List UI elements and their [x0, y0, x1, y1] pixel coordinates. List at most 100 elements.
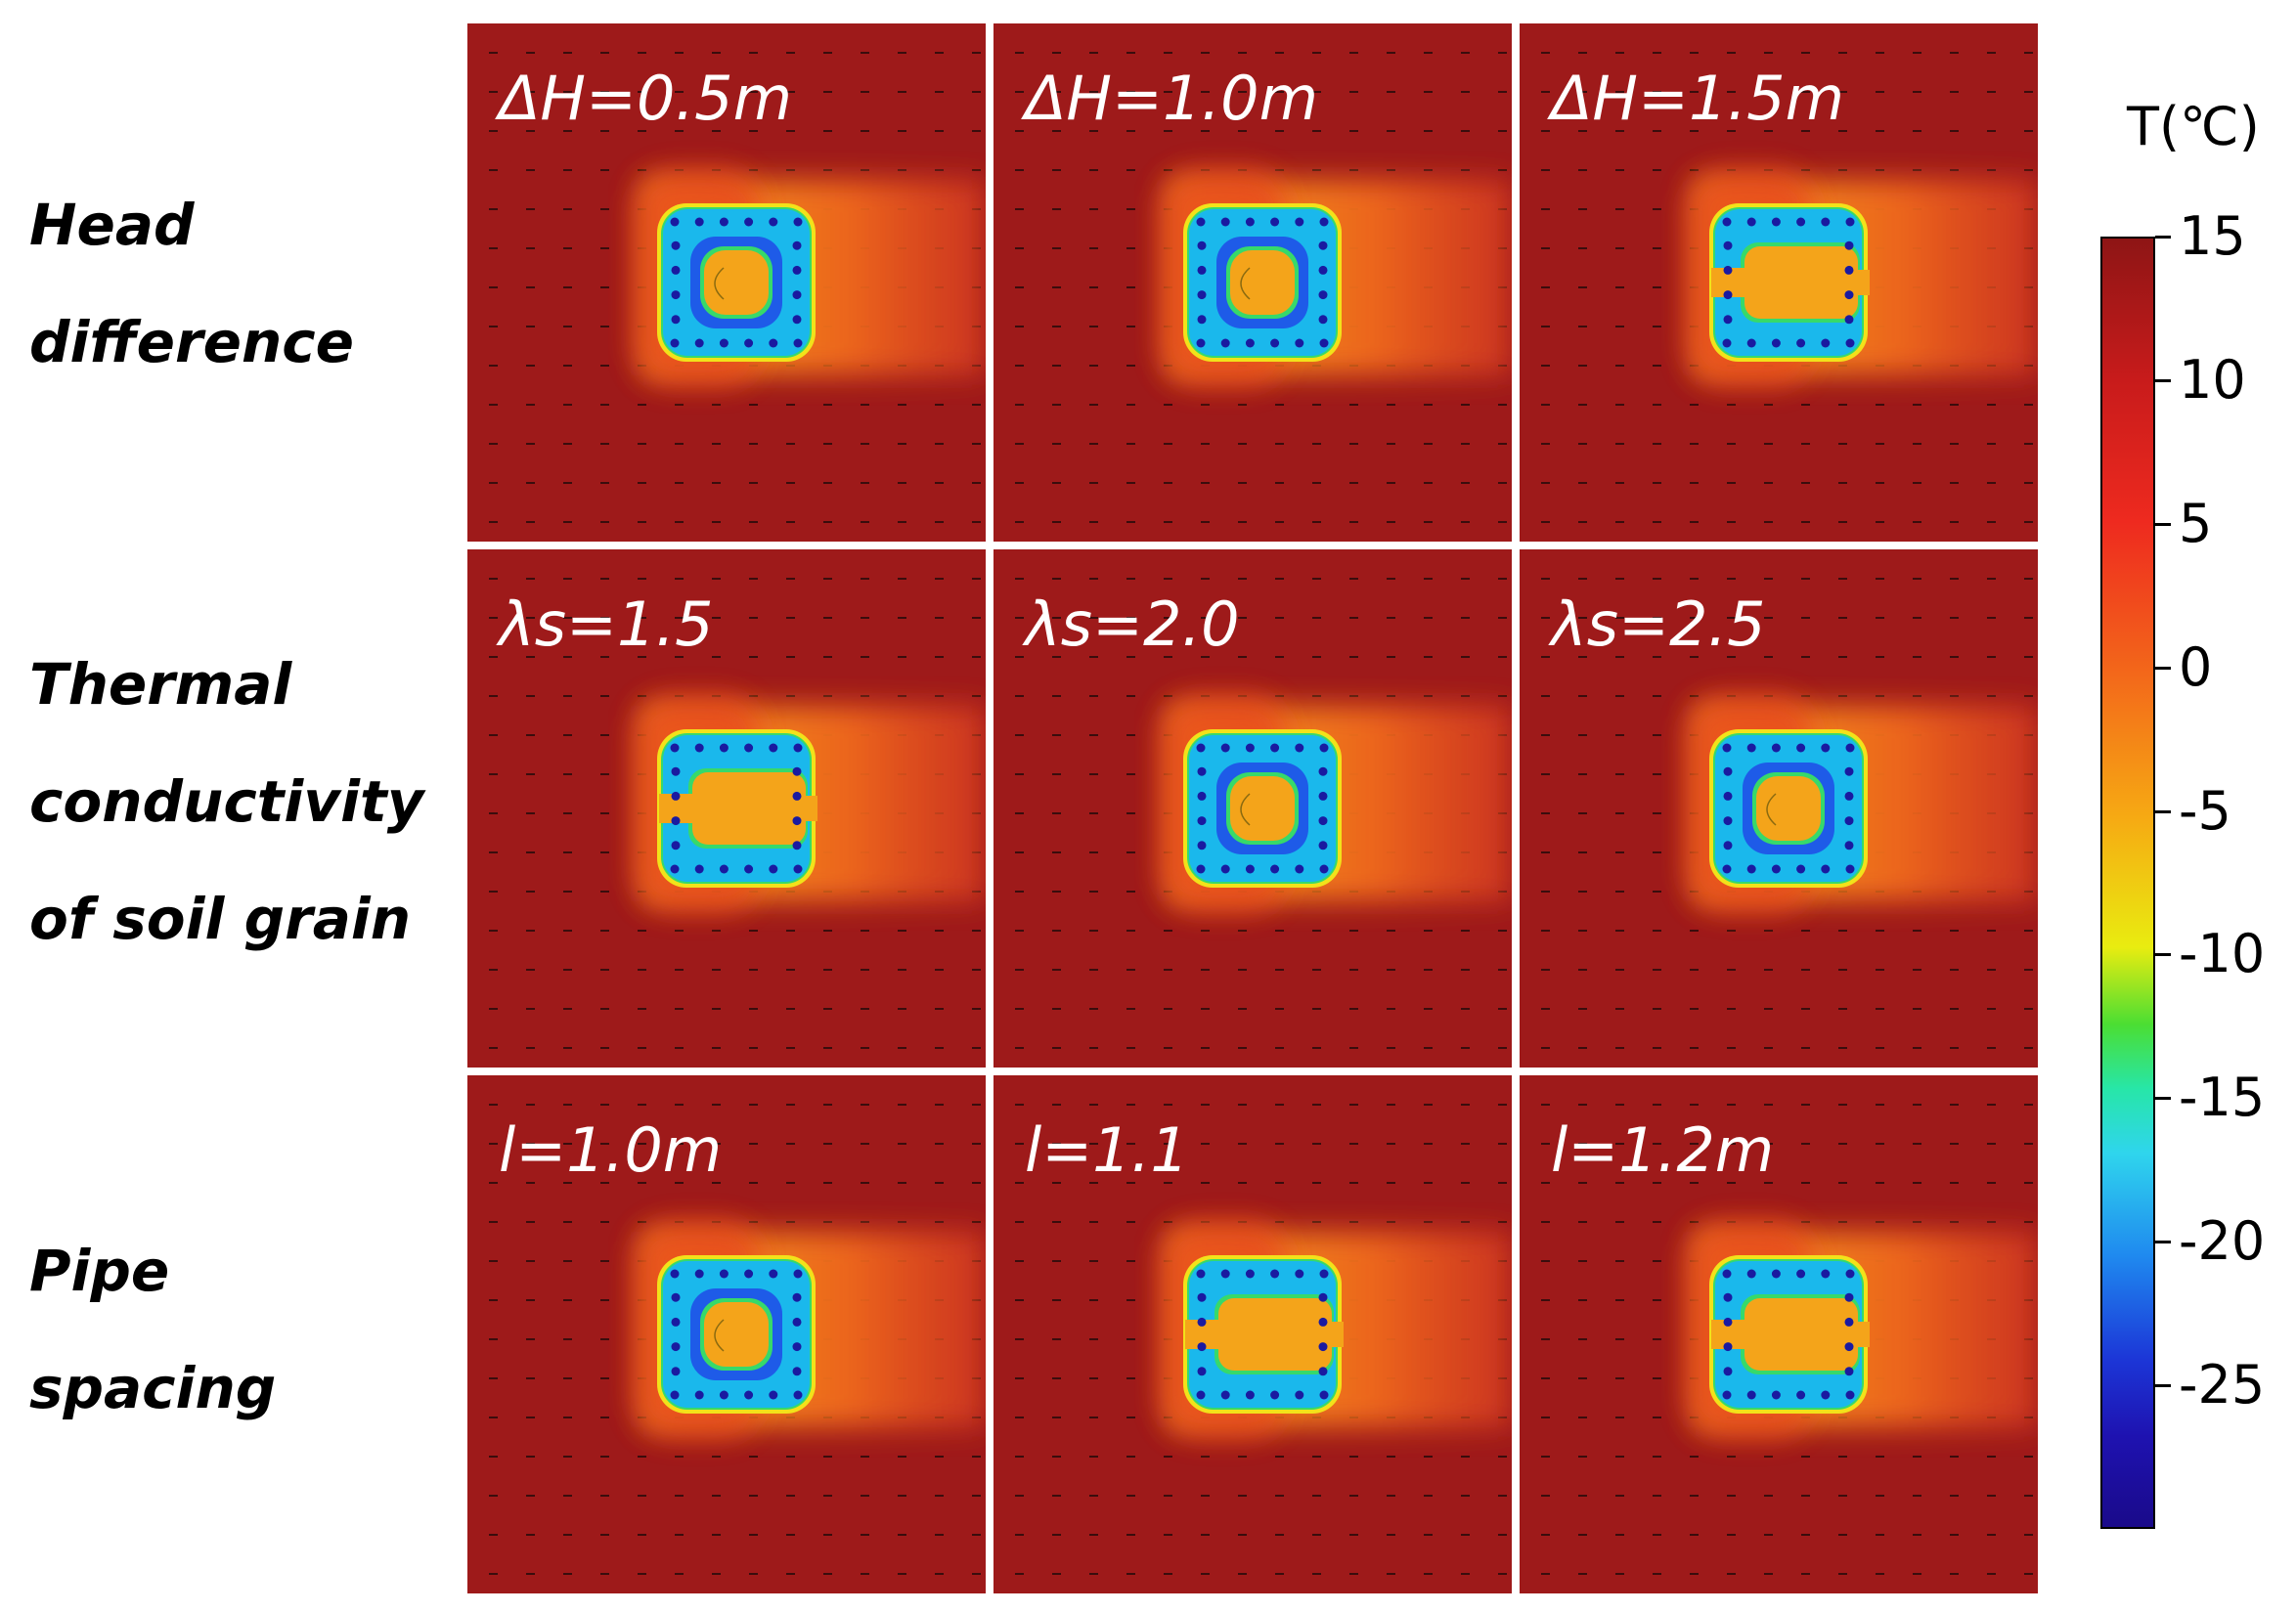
freeze-pipe — [670, 743, 680, 753]
row-label-head-difference: Head difference — [29, 166, 469, 401]
freeze-pipe — [1196, 1269, 1206, 1279]
freeze-pipe — [1270, 743, 1280, 753]
freeze-pipe — [1796, 743, 1806, 753]
freeze-pipe — [1844, 240, 1854, 250]
freeze-pipes — [1722, 217, 1855, 348]
unfrozen-core — [704, 250, 769, 315]
freeze-pipe — [671, 791, 681, 801]
freeze-pipe — [670, 1269, 680, 1279]
freeze-pipe — [1722, 743, 1732, 753]
velocity-arrows — [1015, 52, 1507, 523]
row-label-thermal-conductivity: Thermal conductivity of soil grain — [29, 626, 469, 978]
freeze-pipe — [792, 1367, 802, 1376]
freeze-pipe — [769, 1269, 778, 1279]
unfrozen-gap — [1850, 270, 1870, 295]
temperature-field — [993, 23, 1512, 542]
unfrozen-channel — [692, 772, 806, 845]
freeze-pipe — [1197, 1292, 1207, 1302]
freeze-pipe — [719, 864, 729, 874]
freeze-pipe — [769, 1390, 778, 1400]
freeze-pipe — [1318, 240, 1328, 250]
freeze-pipes — [670, 743, 803, 874]
freeze-pipe — [1318, 766, 1328, 776]
unfrozen-gap — [798, 796, 817, 821]
panel-spacing-1-0: l=1.0m — [467, 1075, 986, 1593]
freeze-pipe — [1318, 791, 1328, 801]
row-label-line: conductivity — [29, 768, 424, 835]
freeze-pipe — [1821, 338, 1831, 348]
freeze-pipe — [1723, 1367, 1733, 1376]
panel-label: l=1.2m — [1551, 1114, 1775, 1186]
colorbar-tick-label: -5 — [2179, 779, 2231, 842]
freeze-pipe — [793, 1390, 803, 1400]
freeze-pipe — [1844, 816, 1854, 826]
freeze-pipe — [1844, 265, 1854, 275]
colorbar-tick — [2155, 1384, 2171, 1388]
row-label-line: of soil grain — [29, 886, 412, 952]
freeze-pipe — [1844, 841, 1854, 850]
freeze-pipe — [1796, 1269, 1806, 1279]
freeze-pipe — [1295, 217, 1304, 227]
freeze-pipe — [1723, 766, 1733, 776]
freeze-pipe — [744, 864, 754, 874]
freeze-pipe — [1197, 290, 1207, 300]
freeze-pipe — [1197, 766, 1207, 776]
freeze-pipe — [1845, 338, 1855, 348]
freeze-pipe — [1319, 1269, 1329, 1279]
freeze-pipe — [1197, 816, 1207, 826]
freeze-pipe — [1821, 1269, 1831, 1279]
freeze-pipe — [1197, 1367, 1207, 1376]
freeze-pipe — [1197, 315, 1207, 325]
freeze-pipe — [1722, 338, 1732, 348]
freeze-pipe — [1220, 217, 1230, 227]
colorbar-tick-label: 5 — [2179, 492, 2213, 554]
freeze-pipe — [1270, 1390, 1280, 1400]
colorbar-title: T(℃) — [2127, 96, 2260, 157]
freeze-pipe — [792, 315, 802, 325]
freeze-pipe — [671, 1292, 681, 1302]
freeze-pipe — [1844, 791, 1854, 801]
freeze-pipe — [1197, 265, 1207, 275]
freeze-pipes — [1196, 1269, 1329, 1400]
row-label-line: spacing — [29, 1355, 277, 1421]
row-label-line: Thermal — [29, 651, 292, 718]
colorbar-tick — [2155, 378, 2171, 382]
freeze-pipe — [1796, 864, 1806, 874]
freeze-pipes — [1722, 1269, 1855, 1400]
freeze-pipe — [694, 217, 704, 227]
freeze-pipe — [1319, 217, 1329, 227]
panel-label: ΔH=1.0m — [1025, 63, 1318, 134]
freeze-pipe — [670, 864, 680, 874]
temperature-field — [993, 1075, 1512, 1593]
freeze-pipes — [1722, 743, 1855, 874]
freeze-pipe — [1319, 1390, 1329, 1400]
unfrozen-core — [704, 1302, 769, 1367]
freeze-pipe — [1821, 864, 1831, 874]
freeze-pipe — [1746, 864, 1756, 874]
freeze-pipe — [671, 1367, 681, 1376]
colorbar-tick — [2155, 1097, 2171, 1101]
panel-head-1-5: ΔH=1.5m — [1520, 23, 2038, 542]
freeze-pipe — [719, 338, 729, 348]
freeze-pipe — [1197, 841, 1207, 850]
temperature-field — [1520, 549, 2038, 1068]
unfrozen-gap — [1850, 1322, 1870, 1347]
freeze-pipe — [694, 864, 704, 874]
freeze-pipe — [1845, 217, 1855, 227]
panel-spacing-1-2: l=1.2m — [1520, 1075, 2038, 1593]
freeze-pipe — [1771, 338, 1781, 348]
freeze-pipe — [1845, 743, 1855, 753]
freeze-pipe — [1318, 1342, 1328, 1352]
freeze-pipe — [769, 338, 778, 348]
contour-line — [1766, 793, 1777, 826]
colorbar-tick — [2155, 953, 2171, 957]
freeze-pipes — [670, 1269, 803, 1400]
freeze-pipe — [1318, 290, 1328, 300]
freeze-pipe — [1746, 338, 1756, 348]
colorbar-tick — [2155, 1241, 2171, 1244]
panel-lambda-1-5: λs=1.5 — [467, 549, 986, 1068]
freeze-pipe — [792, 816, 802, 826]
freeze-pipe — [1844, 1342, 1854, 1352]
temperature-field — [467, 549, 986, 1068]
freeze-pipe — [1821, 1390, 1831, 1400]
